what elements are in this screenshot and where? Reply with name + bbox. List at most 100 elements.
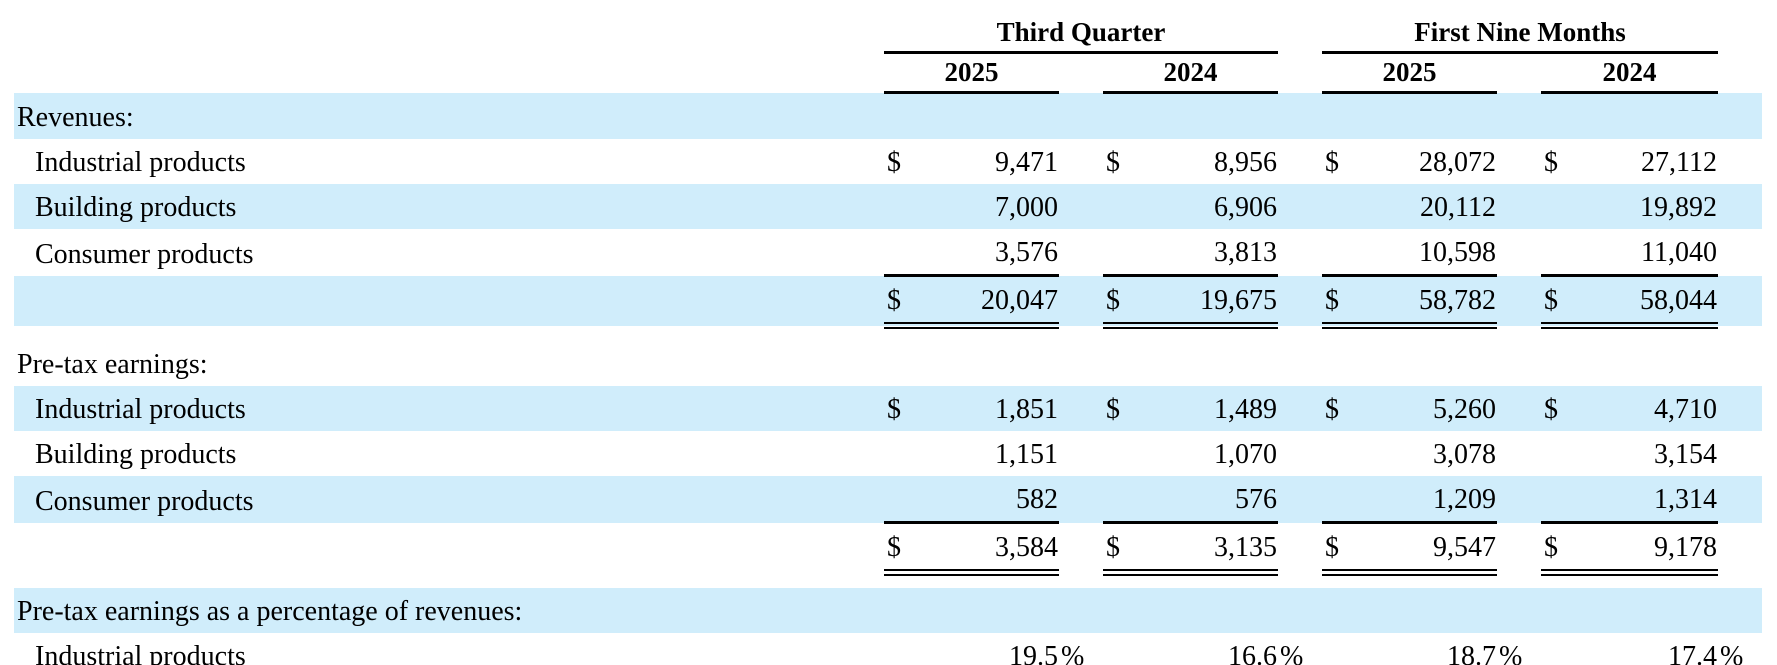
total-value-cell: 9,547 — [1362, 522, 1497, 576]
dollar-sign: $ — [1325, 147, 1339, 178]
value-cell: 20,112 — [1362, 184, 1497, 229]
dollar-sign: $ — [1541, 522, 1581, 576]
period-group-header-row: Third Quarter First Nine Months — [14, 6, 1762, 54]
percent-sign: % — [1720, 641, 1744, 665]
table-row-pretax-building: Building products 1,151 1,070 3,078 3,15… — [14, 431, 1762, 476]
currency-cell-empty — [884, 229, 924, 277]
currency-cell-empty — [1103, 431, 1143, 476]
year-header-fnm-2025: 2025 — [1322, 52, 1497, 94]
gap-cell — [1278, 275, 1322, 326]
gap-cell — [1718, 431, 1762, 476]
gap-cell — [1278, 476, 1322, 523]
currency-cell-empty — [884, 633, 924, 665]
gap-cell — [1497, 229, 1541, 276]
gap-cell — [1059, 275, 1103, 326]
header-gap — [1718, 53, 1762, 93]
row-label: Consumer products — [14, 476, 884, 523]
dollar-sign: $ — [1322, 522, 1362, 576]
currency-cell-empty — [1103, 184, 1143, 229]
currency-cell-empty — [884, 184, 924, 229]
dollar-sign: $ — [884, 386, 924, 431]
dollar-sign: $ — [1103, 386, 1143, 431]
gap-cell — [1059, 386, 1103, 431]
value-cell: 28,072 — [1419, 147, 1496, 178]
total-value-cell: 58,782 — [1362, 275, 1497, 329]
value-cell: 3,078 — [1433, 439, 1496, 470]
value-cell: 582 — [924, 476, 1059, 524]
currency-cell-empty — [884, 431, 924, 476]
gap-cell — [1059, 523, 1103, 573]
section-heading-revenues: Revenues: — [14, 92, 1763, 139]
segment-results-table: Third Quarter First Nine Months 2025 202… — [14, 6, 1763, 665]
currency-cell-empty — [1322, 476, 1362, 524]
table-row-revenues-industrial: Industrial products $ 9,471 $ 8,956 $ 28… — [14, 139, 1762, 184]
table-row-revenues-total: $ 20,047 $ 19,675 $ 58,782 $ 58,044 — [14, 275, 1763, 329]
dollar-sign: $ — [1103, 275, 1143, 329]
value-cell: 1,314 — [1581, 476, 1719, 524]
percent-sign: % — [1280, 641, 1304, 665]
row-label-empty — [14, 523, 884, 573]
currency-cell-empty — [1322, 184, 1362, 229]
currency-cell-empty — [1322, 633, 1362, 665]
gap-cell — [1278, 184, 1322, 229]
gap-cell — [1497, 275, 1541, 326]
value-cell: 3,576 — [924, 229, 1059, 277]
gap-cell — [1718, 275, 1763, 326]
header-gap — [1497, 53, 1541, 93]
gap-cell — [1718, 386, 1763, 431]
gap-cell — [1497, 523, 1541, 573]
total-value-cell: 3,135 — [1143, 522, 1278, 576]
value-cell: 17.4 — [1668, 641, 1718, 665]
dollar-sign: $ — [1103, 522, 1143, 576]
value-cell: 9,471 — [995, 147, 1058, 178]
currency-cell-empty — [1541, 431, 1581, 476]
gap-cell — [1278, 431, 1322, 476]
value-cell: 19.5 — [1009, 641, 1058, 665]
total-value-cell: 58,044 — [1581, 275, 1719, 329]
currency-cell-empty — [884, 476, 924, 524]
header-gap — [1278, 53, 1322, 93]
dollar-sign: $ — [1541, 386, 1581, 431]
currency-cell-empty — [1322, 431, 1362, 476]
currency-cell-empty — [1103, 229, 1143, 277]
section-heading-row-margin: Pre-tax earnings as a percentage of reve… — [14, 588, 1763, 633]
gap-cell — [1718, 139, 1762, 184]
value-cell: 6,906 — [1143, 184, 1278, 229]
currency-cell-empty — [1541, 633, 1581, 665]
currency-cell-empty — [1541, 229, 1581, 277]
dollar-sign: $ — [1322, 275, 1362, 329]
table-row-revenues-building: Building products 7,000 6,906 20,112 19,… — [14, 184, 1763, 229]
currency-cell-empty — [1541, 476, 1581, 524]
gap-cell — [1278, 523, 1322, 573]
gap-cell — [1497, 184, 1541, 229]
value-cell: 18.7 — [1447, 641, 1496, 665]
gap-cell — [1278, 386, 1322, 431]
dollar-sign: $ — [1544, 147, 1558, 178]
row-label: Industrial products — [35, 641, 246, 665]
value-cell: 4,710 — [1581, 386, 1719, 431]
section-spacer — [14, 573, 1762, 589]
currency-cell-empty — [1103, 476, 1143, 524]
value-cell: 8,956 — [1214, 147, 1277, 178]
section-spacer — [14, 326, 1762, 342]
dollar-sign: $ — [887, 147, 901, 178]
gap-cell — [1718, 184, 1763, 229]
dollar-sign: $ — [884, 275, 924, 329]
value-cell: 16.6 — [1228, 641, 1277, 665]
table-row-pretax-consumer: Consumer products 582 576 1,209 1,314 — [14, 476, 1763, 524]
gap-cell — [1497, 431, 1541, 476]
total-value-cell: 3,584 — [924, 522, 1059, 576]
header-spacer — [14, 53, 884, 93]
value-cell: 1,070 — [1214, 439, 1277, 470]
period-group-first-nine-months: First Nine Months — [1322, 6, 1719, 54]
value-cell: 5,260 — [1362, 386, 1497, 431]
gap-cell — [1059, 229, 1103, 276]
dollar-sign: $ — [1106, 147, 1120, 178]
table-row-pretax-industrial: Industrial products $ 1,851 $ 1,489 $ 5,… — [14, 386, 1763, 431]
header-gap — [1718, 6, 1762, 53]
gap-cell — [1278, 229, 1322, 276]
gap-cell — [1497, 476, 1541, 523]
row-label: Building products — [35, 439, 237, 470]
gap-cell — [1059, 431, 1103, 476]
header-gap — [1278, 6, 1322, 53]
